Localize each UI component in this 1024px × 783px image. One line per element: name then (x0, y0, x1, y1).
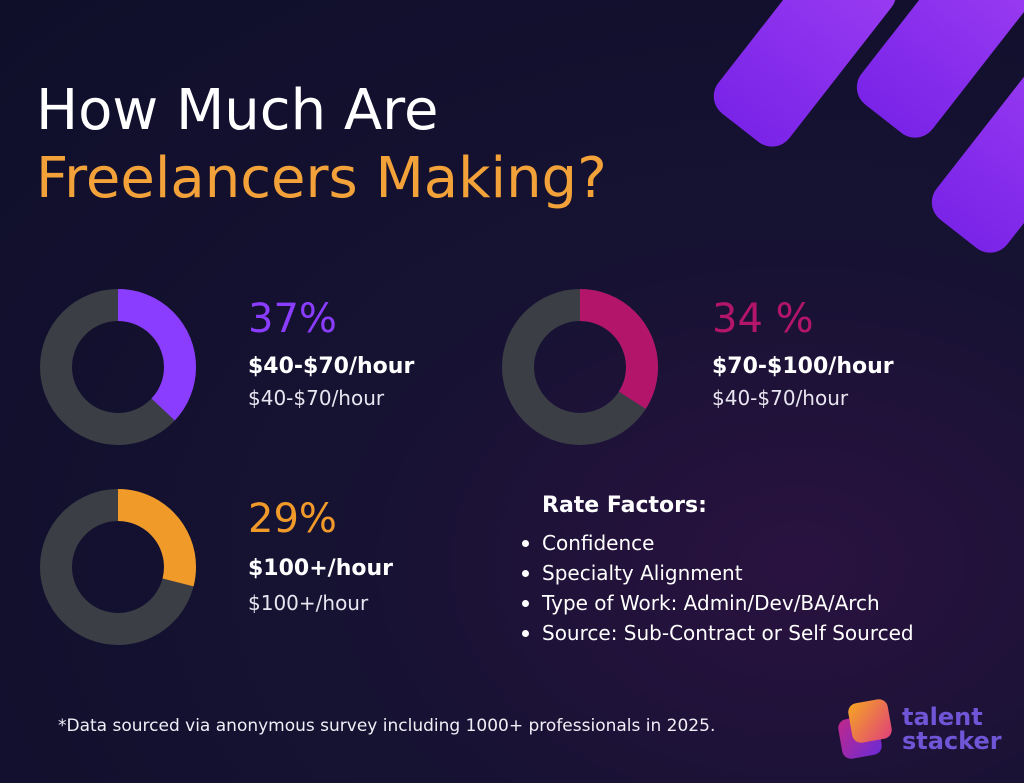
footnote: *Data sourced via anonymous survey inclu… (58, 716, 716, 736)
headline-line-2: Freelancers Making? (36, 146, 607, 211)
donut-slice-3 (40, 489, 196, 645)
rate-factors-list: Confidence Specialty Alignment Type of W… (520, 528, 1000, 648)
talent-stacker-logo: talent stacker (830, 695, 1016, 765)
logo-wordmark: talent stacker (902, 705, 1002, 753)
rate-sublabel-3: $100+/hour (248, 591, 369, 615)
list-item: Type of Work: Admin/Dev/BA/Arch (520, 588, 1000, 618)
rate-label-1: $40-$70/hour (248, 354, 415, 379)
list-item: Source: Sub-Contract or Self Sourced (520, 618, 1000, 648)
bullet-icon (522, 630, 529, 637)
list-item: Confidence (520, 528, 1000, 558)
stacker-logo-icon (838, 699, 892, 759)
factor-text: Source: Sub-Contract or Self Sourced (542, 621, 914, 645)
donut-chart-2 (502, 289, 658, 445)
logo-word-talent: talent (902, 703, 983, 731)
rate-sublabel-1: $40-$70/hour (248, 386, 385, 410)
donut-slice-2 (502, 289, 658, 445)
rate-factors-title: Rate Factors: (542, 493, 707, 518)
bullet-icon (522, 570, 529, 577)
bullet-icon (522, 540, 529, 547)
rate-sublabel-2: $40-$70/hour (712, 386, 849, 410)
list-item: Specialty Alignment (520, 558, 1000, 588)
rate-label-2: $70-$100/hour (712, 354, 894, 379)
percent-value-2: 34 % (712, 296, 814, 342)
donut-chart-3 (40, 489, 196, 645)
rate-factors: Rate Factors: Confidence Specialty Align… (520, 493, 1000, 648)
donut-chart-1 (40, 289, 196, 445)
percent-value-1: 37% (248, 296, 337, 342)
headline-line-1: How Much Are (36, 78, 439, 143)
factor-text: Confidence (542, 531, 655, 555)
rate-label-3: $100+/hour (248, 556, 393, 581)
bullet-icon (522, 600, 529, 607)
logo-word-stacker: stacker (902, 727, 1002, 755)
factor-text: Type of Work: Admin/Dev/BA/Arch (542, 591, 880, 615)
donut-slice-1 (40, 289, 196, 445)
percent-value-3: 29% (248, 496, 337, 542)
factor-text: Specialty Alignment (542, 561, 743, 585)
